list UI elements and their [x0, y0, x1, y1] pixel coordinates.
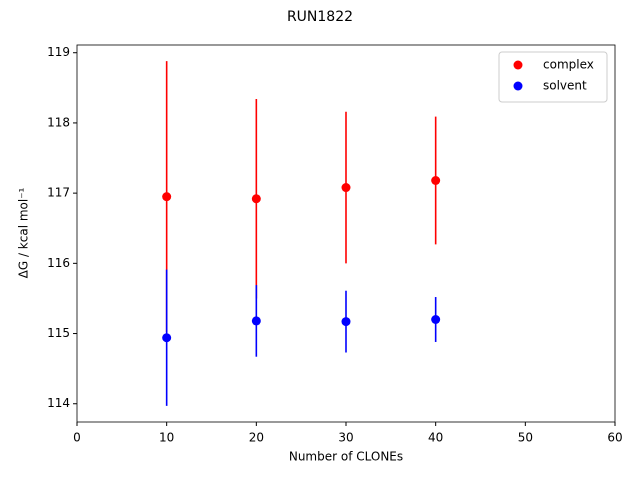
- point: [162, 192, 172, 202]
- point: [162, 333, 172, 343]
- plot-frame: [76, 44, 616, 423]
- y-tick-label: 116: [47, 256, 70, 270]
- y-tick-label: 114: [47, 396, 70, 410]
- y-tick-label: 118: [47, 115, 70, 129]
- x-tick-label: 0: [73, 431, 81, 445]
- x-tick-label: 60: [607, 431, 622, 445]
- y-tick-label: 117: [47, 186, 70, 200]
- y-axis-label: ΔG / kcal mol⁻¹: [17, 187, 31, 278]
- point: [341, 183, 351, 193]
- legend-marker: [513, 81, 523, 91]
- point: [431, 175, 441, 185]
- x-tick-label: 10: [159, 431, 174, 445]
- point: [251, 194, 261, 204]
- chart-title: RUN1822: [287, 9, 353, 25]
- y-tick-label: 115: [47, 326, 70, 340]
- legend-marker: [513, 60, 523, 70]
- legend-label: complex: [543, 58, 594, 72]
- x-tick-label: 30: [338, 431, 353, 445]
- x-tick-label: 20: [249, 431, 264, 445]
- legend-box: [498, 51, 608, 103]
- x-tick-label: 50: [518, 431, 533, 445]
- point: [431, 315, 441, 325]
- point: [251, 316, 261, 326]
- x-axis-label: Number of CLONEs: [289, 450, 403, 464]
- y-tick-label: 119: [47, 45, 70, 59]
- point: [341, 317, 351, 327]
- x-tick-label: 40: [428, 431, 443, 445]
- legend-label: solvent: [543, 79, 587, 93]
